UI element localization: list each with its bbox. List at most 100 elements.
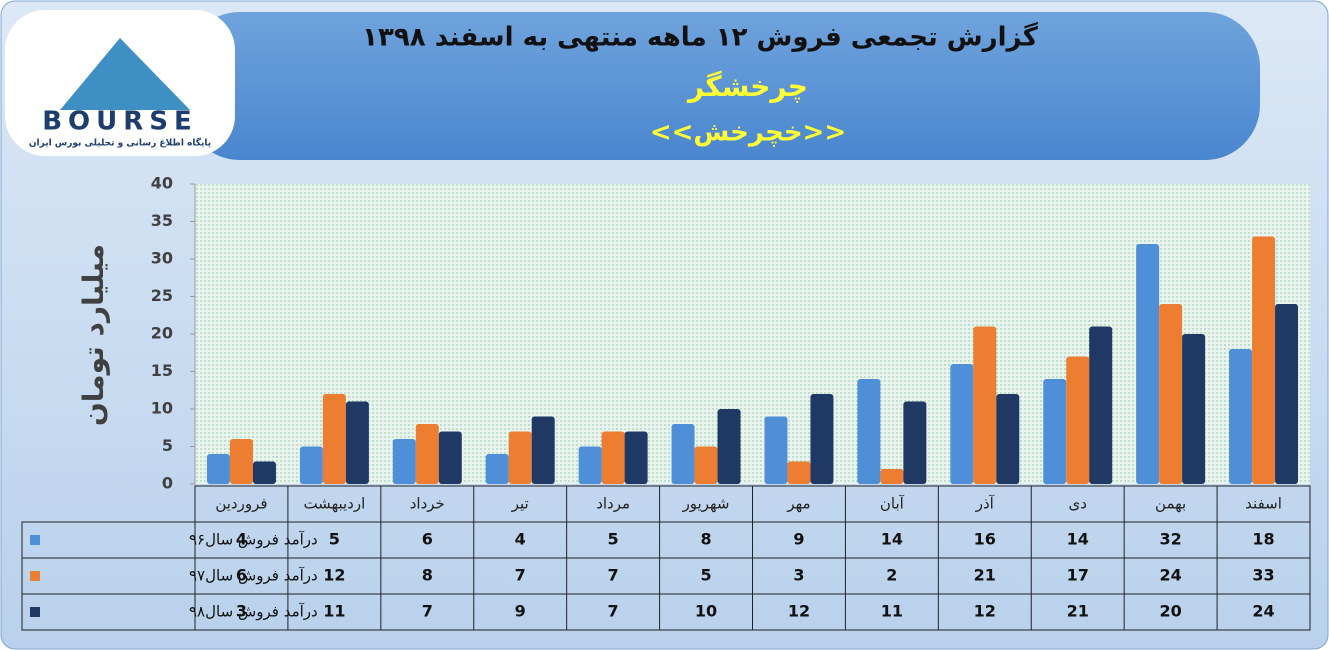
table-value: 21 [974, 566, 996, 585]
bar [857, 379, 881, 484]
bar [438, 431, 462, 484]
table-value: 16 [974, 530, 996, 549]
symbol: <<خچرخش>> [650, 118, 846, 148]
table-value: 8 [422, 566, 433, 585]
legend-label: درآمد فروش سال۹۶ [189, 531, 318, 549]
bar [415, 424, 439, 484]
table-value: 33 [1252, 566, 1274, 585]
x-tick-label: خرداد [410, 495, 445, 513]
plot-area [195, 184, 1310, 484]
bar [322, 394, 346, 484]
table-value: 14 [1067, 530, 1089, 549]
table-value: 11 [881, 602, 903, 621]
bar [229, 439, 253, 484]
bar [880, 469, 904, 484]
x-tick-label: دی [1068, 495, 1086, 513]
bar [950, 364, 974, 484]
table-value: 6 [422, 530, 433, 549]
legend-label: درآمد فروش سال۹۸ [189, 603, 318, 621]
bar [1159, 304, 1183, 484]
banner [185, 12, 1260, 160]
table-value: 10 [695, 602, 717, 621]
bar [1066, 356, 1090, 484]
legend-key [30, 571, 40, 581]
table-value: 17 [1067, 566, 1089, 585]
table-value: 5 [329, 530, 340, 549]
table-value: 18 [1252, 530, 1274, 549]
bar [252, 461, 276, 484]
bar [764, 416, 788, 484]
bar [206, 454, 230, 484]
x-tick-label: فروردین [215, 495, 267, 513]
table-value: 7 [422, 602, 433, 621]
y-tick-label: 20 [151, 324, 173, 343]
table-value: 4 [236, 530, 247, 549]
table-value: 6 [236, 566, 247, 585]
logo-text: BOURSE [42, 107, 198, 137]
bar [392, 439, 416, 484]
table-value: 12 [788, 602, 810, 621]
legend-key [30, 607, 40, 617]
y-axis-label: میلیارد تومان [77, 244, 110, 426]
y-tick-label: 40 [151, 174, 173, 193]
table-value: 5 [700, 566, 711, 585]
bar [1089, 326, 1113, 484]
x-tick-label: اردیبهشت [303, 495, 365, 513]
table-value: 7 [608, 566, 619, 585]
bar [1182, 334, 1206, 484]
table-value: 11 [323, 602, 345, 621]
bar [531, 416, 555, 484]
bar [508, 431, 532, 484]
x-tick-label: شهریور [682, 495, 730, 513]
table-value: 3 [793, 566, 804, 585]
bar [973, 326, 997, 484]
x-tick-label: بهمن [1155, 495, 1186, 513]
x-tick-label: اسفند [1245, 495, 1282, 513]
x-tick-label: آذر [975, 495, 995, 513]
x-tick-label: مرداد [596, 495, 630, 513]
bar [1275, 304, 1299, 484]
bar [1229, 349, 1253, 484]
bar [810, 394, 834, 484]
bar [717, 409, 741, 484]
table-value: 24 [1159, 566, 1181, 585]
table-value: 3 [236, 602, 247, 621]
logo-icon [60, 38, 190, 110]
bar [903, 401, 927, 484]
table-value: 7 [608, 602, 619, 621]
y-tick-label: 5 [162, 436, 173, 455]
table-value: 12 [974, 602, 996, 621]
table-value: 4 [515, 530, 526, 549]
bar [671, 424, 695, 484]
table-value: 5 [608, 530, 619, 549]
bar [694, 446, 718, 484]
x-tick-label: مهر [786, 495, 810, 513]
bar [601, 431, 625, 484]
bar [345, 401, 369, 484]
table-value: 9 [793, 530, 804, 549]
table-value: 20 [1159, 602, 1181, 621]
bar [996, 394, 1020, 484]
table-value: 32 [1159, 530, 1181, 549]
legend-label: درآمد فروش سال۹۷ [189, 567, 318, 585]
y-tick-label: 25 [151, 286, 173, 305]
bar [299, 446, 323, 484]
bar [624, 431, 648, 484]
legend-key [30, 535, 40, 545]
table-value: 2 [886, 566, 897, 585]
bar [787, 461, 811, 484]
table-value: 21 [1067, 602, 1089, 621]
table-value: 12 [323, 566, 345, 585]
table-value: 8 [700, 530, 711, 549]
x-tick-label: تیر [511, 495, 529, 513]
y-tick-label: 35 [151, 211, 173, 230]
y-tick-label: 30 [151, 249, 173, 268]
table-value: 7 [515, 566, 526, 585]
chart-title: گزارش تجمعی فروش ۱۲ ماهه منتهی به اسفند … [362, 22, 1039, 53]
table-value: 14 [881, 530, 903, 549]
chart-subtitle: چرخشگر [686, 70, 808, 103]
table-value: 24 [1252, 602, 1274, 621]
y-tick-label: 15 [151, 361, 173, 380]
bar [485, 454, 509, 484]
